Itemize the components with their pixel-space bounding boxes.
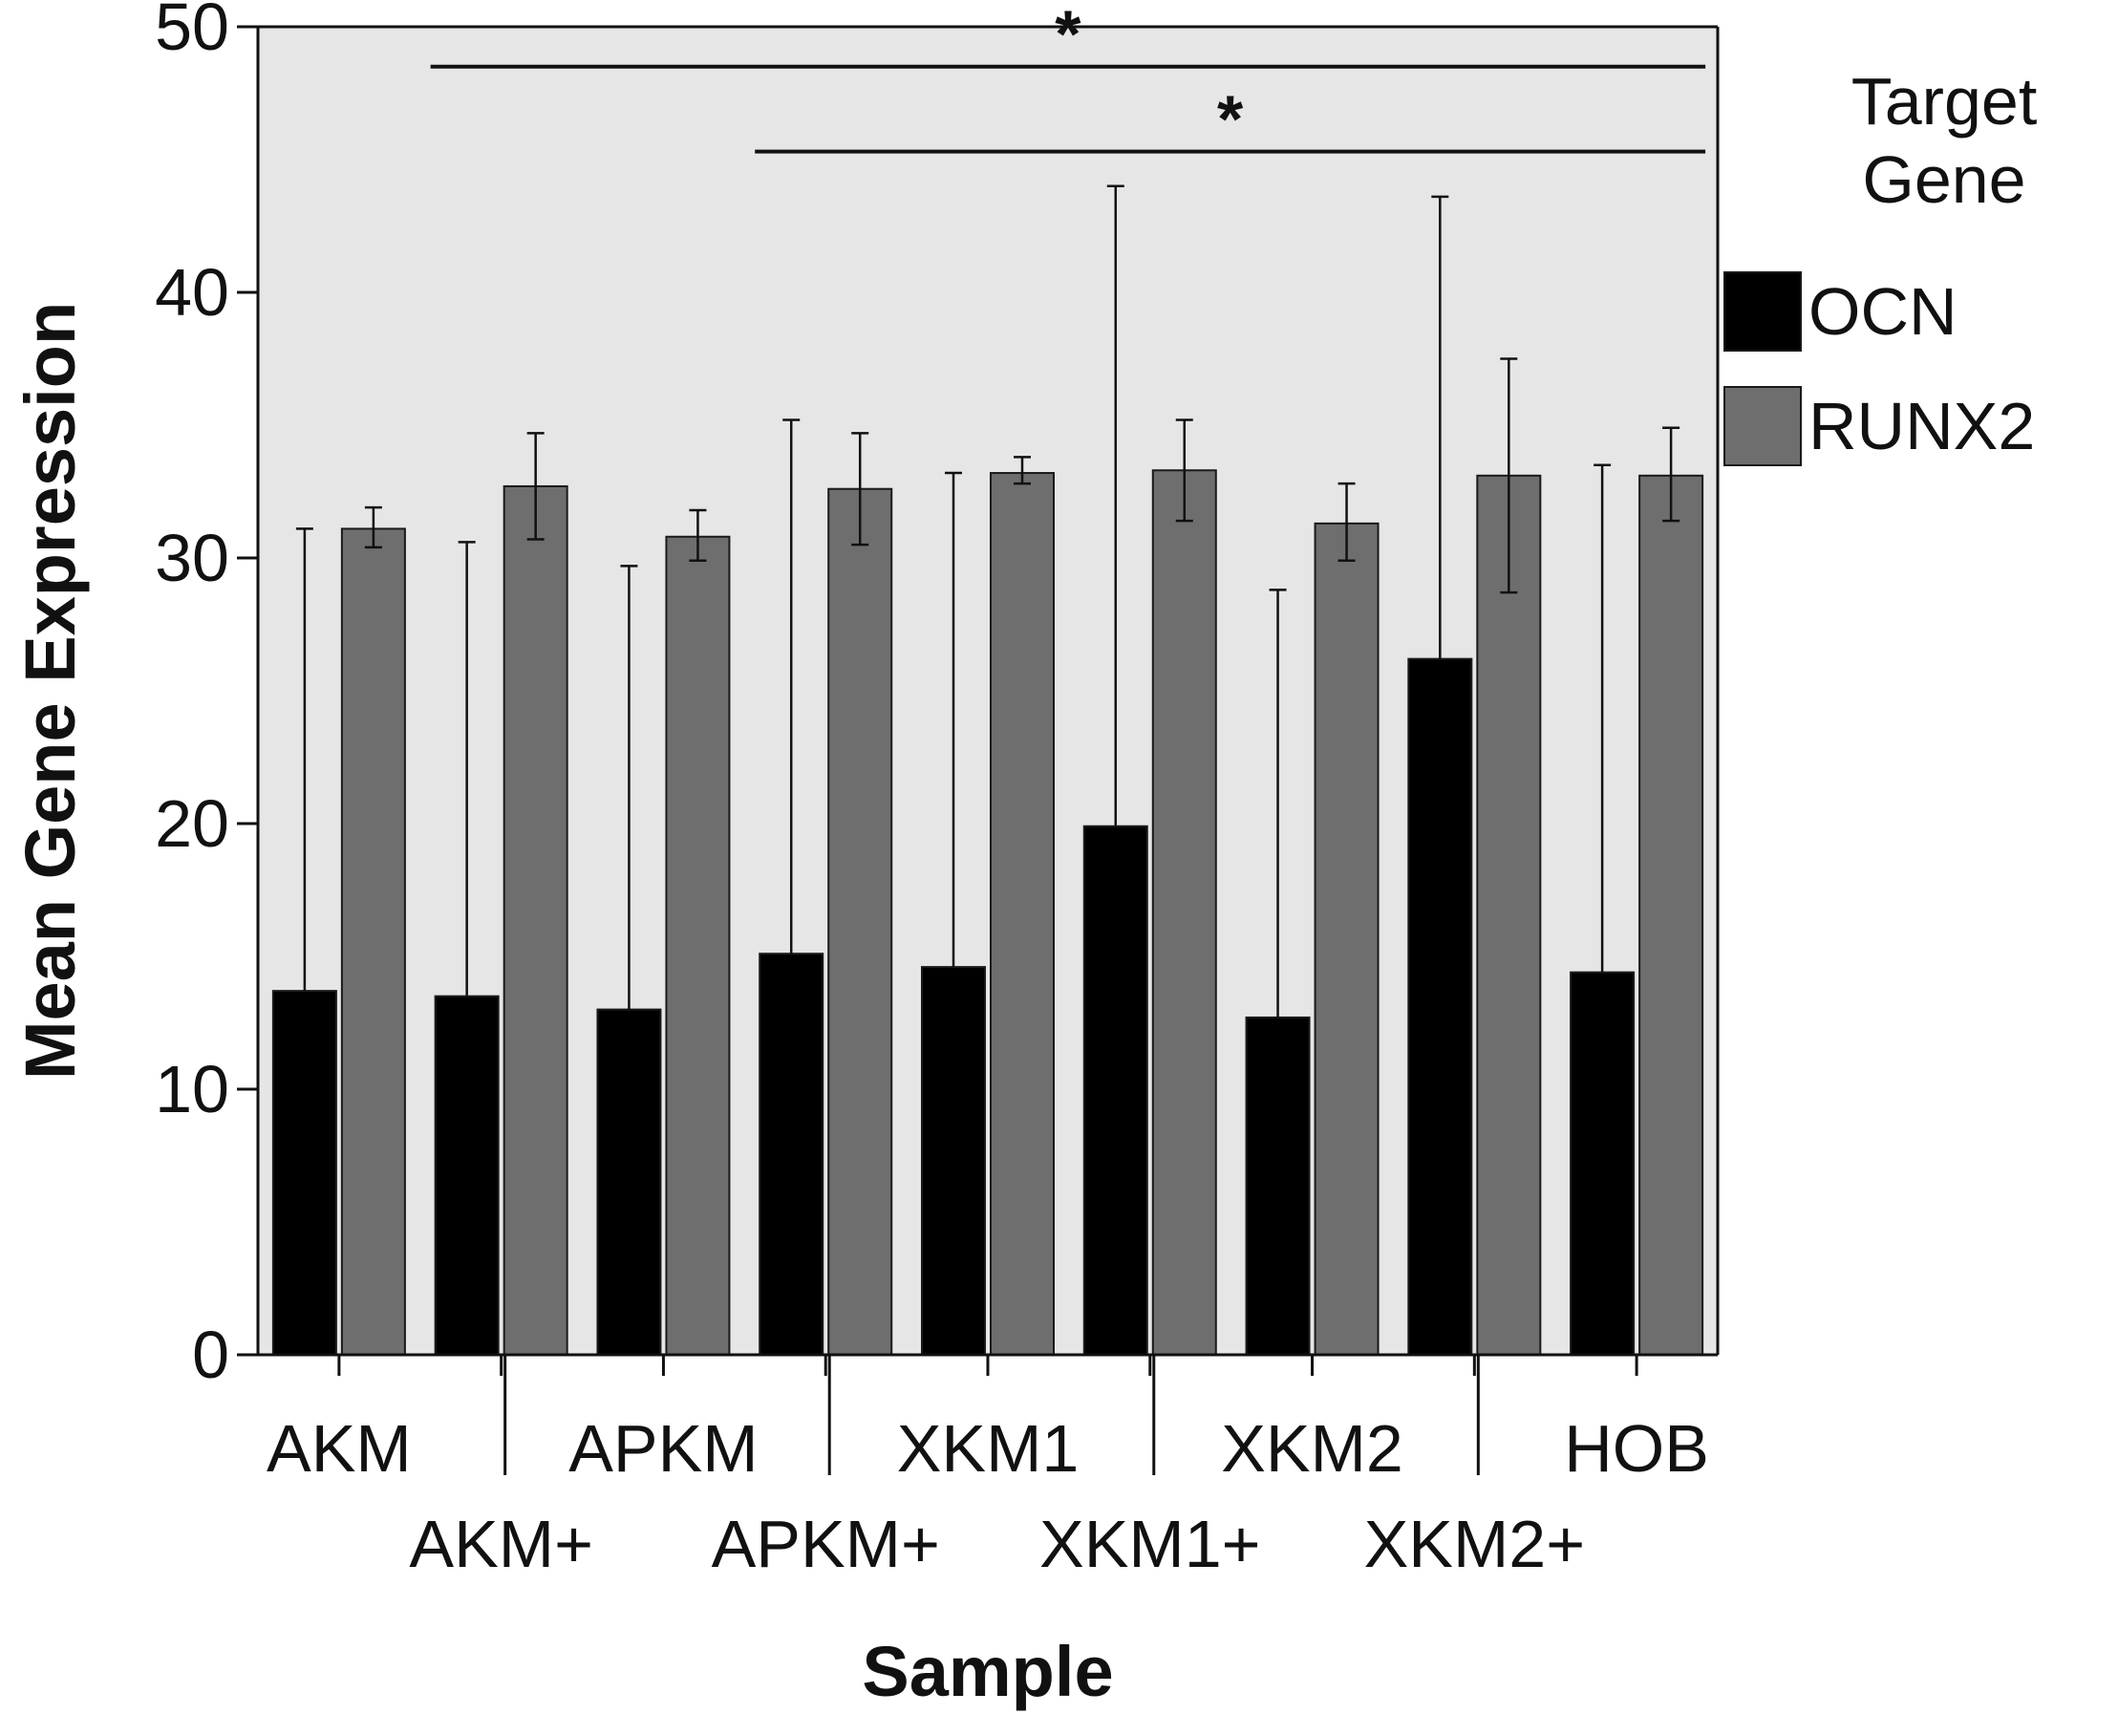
- error-bars-layer: [295, 184, 1680, 1018]
- bar-runx2-akm: [340, 527, 406, 1356]
- error-bar-ocn-xkm1-plus: [1106, 184, 1124, 826]
- error-bar-runx2-xkm1-plus: [1175, 418, 1193, 523]
- error-bar-ocn-akm-plus: [458, 541, 476, 997]
- significance-marker-2: *: [1217, 82, 1244, 157]
- y-tick-label-10: 10: [155, 1052, 229, 1126]
- bar-ocn-xkm2: [1245, 1016, 1311, 1356]
- error-bar-runx2-xkm2: [1337, 482, 1356, 563]
- y-tick-label-0: 0: [192, 1318, 229, 1392]
- x-category-label-xkm1: XKM1: [897, 1411, 1080, 1486]
- x-category-label-akm: AKM: [267, 1411, 412, 1486]
- legend-swatch-ocn: [1723, 271, 1802, 352]
- legend-title-line-2: Gene: [1862, 142, 2025, 217]
- legend-title-line-1: Target: [1851, 64, 2038, 139]
- x-category-label-xkm1-plus: XKM1+: [1039, 1507, 1261, 1581]
- error-bar-ocn-apkm-plus: [782, 418, 801, 954]
- bar-runx2-apkm-plus: [827, 487, 893, 1357]
- y-tick-label-50: 50: [155, 0, 229, 64]
- bar-runx2-apkm: [665, 535, 731, 1356]
- bar-runx2-hob: [1638, 474, 1704, 1356]
- error-bar-ocn-xkm2: [1269, 589, 1287, 1018]
- x-category-label-akm-plus: AKM+: [409, 1507, 593, 1581]
- error-bar-runx2-apkm-plus: [851, 432, 869, 547]
- bar-ocn-xkm1: [921, 966, 986, 1356]
- x-axis-title: Sample: [862, 1632, 1113, 1711]
- plot-background: [258, 27, 1718, 1355]
- axes-layer: [237, 25, 1720, 1475]
- error-bar-runx2-akm: [364, 505, 382, 549]
- error-bar-ocn-apkm: [620, 565, 638, 1010]
- legend-swatch-runx2: [1723, 386, 1802, 466]
- bar-ocn-xkm1-plus: [1082, 825, 1148, 1356]
- significance-layer: **: [430, 0, 1706, 157]
- x-category-label-hob: HOB: [1564, 1411, 1709, 1486]
- legend-label-runx2: RUNX2: [1808, 389, 2035, 463]
- bar-ocn-apkm-plus: [759, 953, 824, 1356]
- bar-ocn-hob: [1570, 971, 1636, 1356]
- y-tick-label-20: 20: [155, 786, 229, 861]
- y-tick-label-30: 30: [155, 521, 229, 595]
- bar-ocn-apkm: [596, 1008, 662, 1356]
- bar-ocn-akm-plus: [434, 995, 500, 1356]
- error-bar-ocn-hob: [1594, 463, 1612, 973]
- y-tick-label-40: 40: [155, 255, 229, 330]
- error-bar-ocn-xkm2-plus: [1431, 195, 1449, 659]
- bar-runx2-akm-plus: [503, 484, 568, 1356]
- x-category-label-xkm2-plus: XKM2+: [1364, 1507, 1586, 1581]
- x-category-label-apkm-plus: APKM+: [712, 1507, 940, 1581]
- significance-marker-1: *: [1055, 0, 1081, 72]
- x-category-label-apkm: APKM: [568, 1411, 758, 1486]
- legend-label-ocn: OCN: [1808, 274, 1958, 349]
- y-axis-title: Mean Gene Expression: [11, 302, 90, 1080]
- error-bar-ocn-akm: [295, 527, 313, 992]
- x-category-label-xkm2: XKM2: [1221, 1411, 1403, 1486]
- bar-runx2-xkm1: [990, 472, 1055, 1357]
- error-bar-runx2-apkm: [689, 508, 707, 563]
- error-bar-runx2-hob: [1662, 426, 1680, 523]
- bars-layer: [271, 469, 1704, 1357]
- labels-layer: 0 10 20 30 40 50 AKM AKM+ APKM APKM+ XKM1 XKM1+ XKM2…: [155, 0, 1709, 1581]
- error-bar-runx2-xkm1: [1014, 456, 1031, 485]
- bar-ocn-xkm2-plus: [1407, 657, 1473, 1356]
- error-bar-runx2-akm-plus: [526, 432, 545, 541]
- bar-ocn-akm: [271, 990, 337, 1356]
- bar-runx2-xkm2-plus: [1476, 474, 1542, 1356]
- error-bar-ocn-xkm1: [945, 471, 962, 968]
- bar-runx2-xkm1-plus: [1151, 469, 1217, 1356]
- bar-runx2-xkm2: [1314, 522, 1380, 1356]
- error-bar-runx2-xkm2-plus: [1500, 357, 1518, 594]
